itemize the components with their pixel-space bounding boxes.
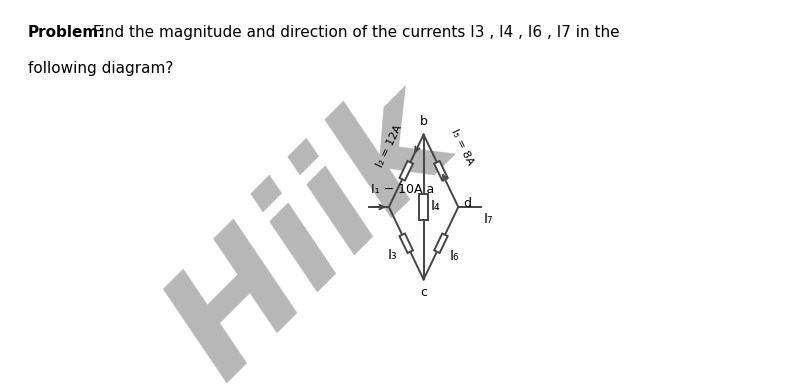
Polygon shape [434,161,448,181]
Bar [419,194,428,220]
Text: Find the magnitude and direction of the currents I3 , I4 , I6 , I7 in the: Find the magnitude and direction of the … [88,25,620,40]
Text: I₅ = 8A: I₅ = 8A [450,127,475,166]
Text: I₇: I₇ [483,212,493,226]
Text: I₆: I₆ [450,249,459,263]
Text: d: d [464,198,472,211]
Text: I₂ = 12A: I₂ = 12A [375,123,404,169]
Polygon shape [399,161,413,181]
Polygon shape [399,234,413,253]
Polygon shape [434,234,448,253]
Text: b: b [420,115,427,128]
Text: following diagram?: following diagram? [28,61,174,76]
Text: Hiik: Hiik [141,64,482,392]
Text: c: c [420,286,427,299]
Text: I₄: I₄ [430,198,440,212]
Text: I₁ − 10A a: I₁ − 10A a [370,183,434,196]
Text: Problem:: Problem: [28,25,106,40]
Text: I₃: I₃ [388,248,398,262]
